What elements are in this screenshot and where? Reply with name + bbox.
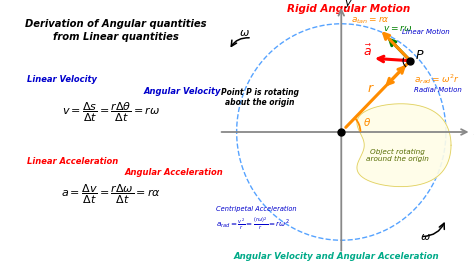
Text: $\omega$: $\omega$ [239, 28, 250, 38]
Text: Linear Acceleration: Linear Acceleration [27, 157, 118, 166]
Text: Radial Motion: Radial Motion [414, 87, 462, 93]
Text: $P$: $P$ [415, 49, 425, 62]
Text: Rigid Angular Motion: Rigid Angular Motion [287, 4, 410, 14]
Text: Angular Velocity: Angular Velocity [144, 87, 221, 96]
Text: $r$: $r$ [367, 82, 374, 95]
Text: $x$: $x$ [473, 127, 474, 137]
Polygon shape [357, 104, 451, 187]
Text: Derivation of Angular quantities
from Linear quantities: Derivation of Angular quantities from Li… [25, 19, 207, 42]
Text: Centripetal Acceleration: Centripetal Acceleration [216, 205, 297, 212]
Text: Angular Acceleration: Angular Acceleration [124, 168, 223, 177]
Text: $\vec{a}$: $\vec{a}$ [363, 43, 372, 59]
Text: Linear Motion: Linear Motion [402, 29, 450, 35]
Text: $a_{tan} = r\alpha$: $a_{tan} = r\alpha$ [351, 15, 390, 26]
Text: $v = r\omega$: $v = r\omega$ [383, 23, 412, 33]
Text: $a_{rad} = \omega^2 r$: $a_{rad} = \omega^2 r$ [414, 73, 460, 86]
Text: Point P is rotating
about the origin: Point P is rotating about the origin [220, 88, 299, 107]
Text: $v = \dfrac{\Delta s}{\Delta t} = \dfrac{r\Delta\theta}{\Delta t} = r\omega$: $v = \dfrac{\Delta s}{\Delta t} = \dfrac… [62, 101, 161, 124]
Text: $\omega$: $\omega$ [420, 232, 431, 242]
Text: Linear Velocity: Linear Velocity [27, 75, 97, 84]
Text: $a_{rad} = \frac{v^2}{r} = \frac{(r\omega)^2}{r} = r\omega^2$: $a_{rad} = \frac{v^2}{r} = \frac{(r\omeg… [216, 215, 290, 232]
Text: $a = \dfrac{\Delta v}{\Delta t} = \dfrac{r\Delta\omega}{\Delta t} = r\alpha$: $a = \dfrac{\Delta v}{\Delta t} = \dfrac… [62, 182, 161, 206]
Text: $\theta$: $\theta$ [363, 116, 371, 128]
Text: Angular Velocity and Angular Acceleration: Angular Velocity and Angular Acceleratio… [233, 252, 439, 261]
Text: $y$: $y$ [344, 0, 353, 10]
Text: Object rotating
around the origin: Object rotating around the origin [366, 149, 429, 162]
